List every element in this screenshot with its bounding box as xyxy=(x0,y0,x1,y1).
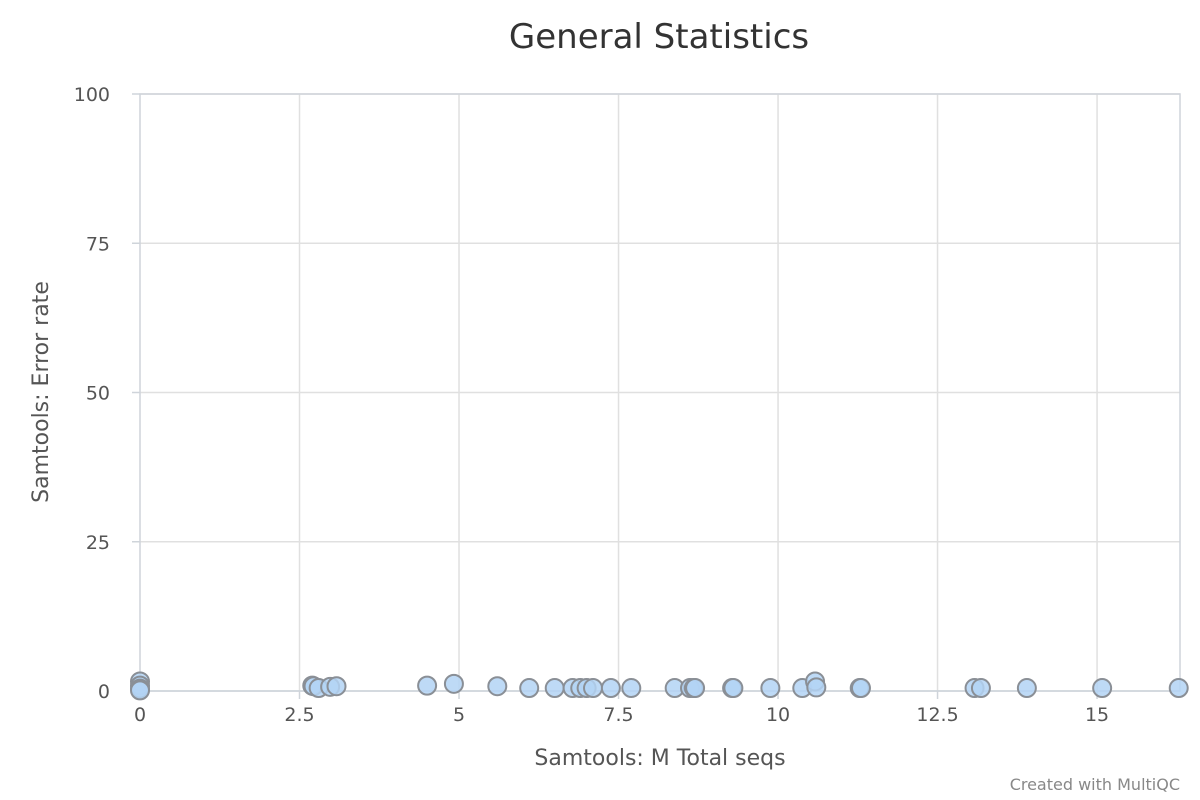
x-tick-label: 7.5 xyxy=(603,704,633,726)
x-axis-ticks: 0 2.5 5 7.5 10 12.5 15 xyxy=(134,691,1109,726)
scatter-point[interactable] xyxy=(443,673,464,694)
x-tick-label: 15 xyxy=(1085,704,1109,726)
scatter-point[interactable] xyxy=(600,678,621,699)
scatter-point[interactable] xyxy=(519,678,540,699)
x-tick-label: 5 xyxy=(453,704,465,726)
y-tick-label: 25 xyxy=(86,532,110,554)
x-tick-label: 2.5 xyxy=(284,704,314,726)
y-tick-label: 0 xyxy=(98,681,110,703)
data-points xyxy=(130,671,1189,701)
scatter-point[interactable] xyxy=(417,675,438,696)
x-tick-label: 12.5 xyxy=(916,704,958,726)
scatter-point[interactable] xyxy=(850,678,871,699)
x-tick-label: 0 xyxy=(134,704,146,726)
chart-title: General Statistics xyxy=(509,17,809,57)
scatter-point[interactable] xyxy=(1168,678,1189,699)
x-tick-label: 10 xyxy=(766,704,790,726)
y-axis-ticks: 0 25 50 75 100 xyxy=(74,84,140,703)
scatter-point[interactable] xyxy=(760,678,781,699)
y-axis-label: Samtools: Error rate xyxy=(29,281,54,503)
scatter-point[interactable] xyxy=(685,678,706,699)
scatter-point[interactable] xyxy=(806,677,827,698)
scatter-point[interactable] xyxy=(1092,678,1113,699)
x-axis-label: Samtools: M Total seqs xyxy=(534,746,785,771)
scatter-point[interactable] xyxy=(970,678,991,699)
y-tick-label: 75 xyxy=(86,233,110,255)
y-tick-label: 100 xyxy=(74,84,110,106)
scatter-point[interactable] xyxy=(583,678,604,699)
scatter-point[interactable] xyxy=(487,676,508,697)
scatter-point[interactable] xyxy=(544,678,565,699)
y-tick-label: 50 xyxy=(86,383,110,405)
scatter-point[interactable] xyxy=(1016,678,1037,699)
scatter-point[interactable] xyxy=(130,680,150,701)
scatter-point[interactable] xyxy=(621,678,642,699)
scatter-point[interactable] xyxy=(723,678,744,699)
scatter-point[interactable] xyxy=(326,676,347,697)
multiqc-credit[interactable]: Created with MultiQC xyxy=(1010,775,1180,794)
grid-lines xyxy=(140,93,1180,692)
